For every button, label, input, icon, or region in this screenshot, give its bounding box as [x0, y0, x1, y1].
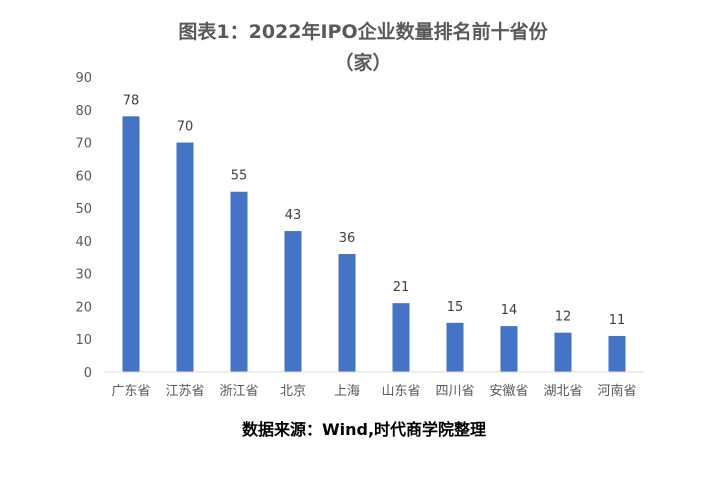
y-tick-label: 10	[75, 333, 92, 348]
x-tick-label: 湖北省	[543, 384, 582, 399]
y-tick-label: 50	[75, 202, 92, 217]
y-tick-label: 70	[75, 137, 92, 152]
source-note: 数据来源：Wind,时代商学院整理	[242, 420, 486, 439]
y-tick-label: 30	[75, 268, 92, 283]
x-axis: 广东省 江苏省 浙江省 北京 上海 山东省 四川省 安徽省 湖北省 河南省	[111, 383, 636, 399]
x-tick-label: 安徽省	[489, 384, 528, 399]
bar	[284, 231, 302, 372]
bar	[554, 332, 572, 372]
bar	[230, 191, 248, 372]
x-tick-label: 山东省	[381, 384, 420, 399]
x-tick-label: 北京	[280, 384, 306, 399]
bar	[446, 322, 464, 372]
data-label: 55	[231, 169, 248, 184]
x-tick-label: 上海	[334, 384, 360, 399]
bar	[176, 142, 194, 372]
x-tick-label: 四川省	[435, 384, 474, 399]
bar	[338, 254, 356, 372]
data-label: 14	[501, 303, 518, 318]
data-label: 70	[177, 120, 194, 135]
data-label: 15	[447, 300, 464, 315]
y-axis: 0 10 20 30 40 50 60 70 80 90	[75, 71, 92, 381]
data-label: 78	[123, 93, 140, 108]
y-tick-label: 40	[75, 235, 92, 250]
y-tick-label: 20	[75, 300, 92, 315]
y-tick-label: 80	[75, 104, 92, 119]
data-label: 36	[339, 231, 356, 246]
bar	[122, 116, 140, 372]
y-tick-label: 0	[84, 366, 92, 381]
data-label: 12	[555, 310, 572, 325]
y-tick-label: 90	[75, 71, 92, 86]
x-tick-label: 广东省	[111, 384, 150, 399]
chart-title-line2: （家）	[334, 51, 391, 74]
chart-title-line1: 图表1：2022年IPO企业数量排名前十省份	[178, 20, 548, 43]
x-tick-label: 浙江省	[219, 384, 258, 399]
bars	[122, 116, 626, 372]
bar	[392, 303, 410, 372]
data-label: 11	[609, 313, 626, 328]
y-tick-label: 60	[75, 169, 92, 184]
data-label: 43	[285, 208, 302, 223]
x-tick-label: 江苏省	[165, 383, 204, 399]
data-label: 21	[393, 280, 410, 295]
bar	[608, 335, 626, 372]
bar	[500, 326, 518, 372]
data-labels: 78 70 55 43 36 21 15 14 12 11	[123, 93, 626, 328]
x-tick-label: 河南省	[597, 383, 636, 399]
